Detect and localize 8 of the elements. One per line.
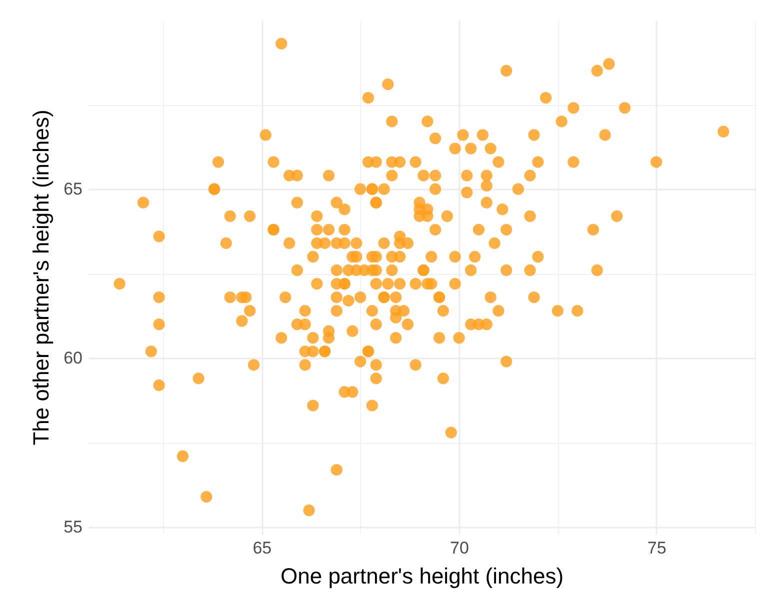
y-tick-label: 65 — [64, 180, 82, 199]
x-axis-title: One partner's height (inches) — [280, 564, 564, 588]
y-tick-label: 55 — [64, 518, 82, 537]
x-tick-label: 65 — [252, 538, 272, 558]
x-tick-label: 75 — [647, 538, 666, 558]
x-tick-label: 70 — [450, 538, 469, 558]
y-tick-label: 60 — [64, 348, 82, 368]
y-axis-title: The other partner's height (inches) — [28, 110, 54, 446]
